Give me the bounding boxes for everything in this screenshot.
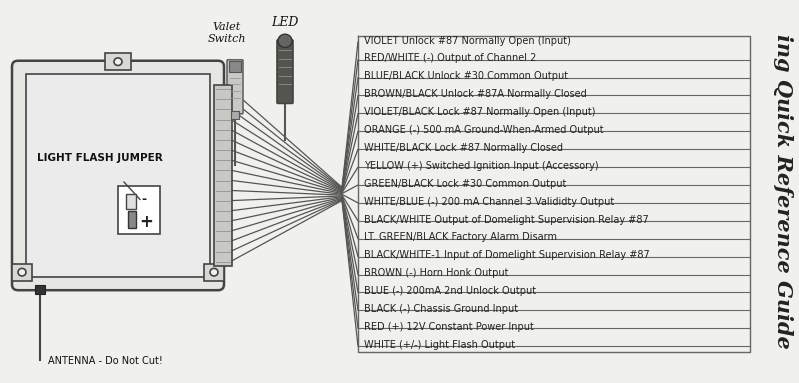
FancyBboxPatch shape (277, 40, 293, 103)
Text: BROWN/BLACK Unlock #87A Normally Closed: BROWN/BLACK Unlock #87A Normally Closed (364, 89, 586, 99)
Text: GREEN/BLACK Lock #30 Common Output: GREEN/BLACK Lock #30 Common Output (364, 179, 566, 189)
Bar (12, 264, 32, 281)
Text: BLACK/WHITE-1 Input of Domelight Supervision Relay #87: BLACK/WHITE-1 Input of Domelight Supervi… (364, 250, 650, 260)
Text: RED/WHITE (-) Output of Channel 2: RED/WHITE (-) Output of Channel 2 (364, 53, 536, 64)
Text: YELLOW (+) Switched Ignition Input (Accessory): YELLOW (+) Switched Ignition Input (Acce… (364, 161, 598, 171)
Text: +: + (139, 213, 153, 231)
Text: Valet
Switch: Valet Switch (208, 22, 246, 44)
FancyBboxPatch shape (227, 60, 243, 114)
Bar (126, 194, 136, 209)
Bar (231, 111, 239, 119)
Bar (118, 187, 160, 234)
Text: BROWN (-) Horn Honk Output: BROWN (-) Horn Honk Output (364, 268, 508, 278)
Bar (35, 285, 45, 294)
Text: LIGHT FLASH JUMPER: LIGHT FLASH JUMPER (37, 153, 163, 163)
FancyBboxPatch shape (12, 61, 224, 290)
Bar (204, 264, 224, 281)
Text: LT. GREEN/BLACK Factory Alarm Disarm: LT. GREEN/BLACK Factory Alarm Disarm (364, 232, 557, 242)
Text: RED (+) 12V Constant Power Input: RED (+) 12V Constant Power Input (364, 322, 534, 332)
Circle shape (278, 34, 292, 47)
Bar (128, 211, 136, 228)
Bar (214, 85, 232, 265)
Text: WHITE/BLACK Lock #87 Normally Closed: WHITE/BLACK Lock #87 Normally Closed (364, 143, 563, 153)
Text: ORANGE (-) 500 mA Ground-When-Armed Output: ORANGE (-) 500 mA Ground-When-Armed Outp… (364, 125, 603, 135)
Text: -: - (141, 193, 146, 206)
Circle shape (210, 268, 218, 276)
Bar (229, 61, 241, 72)
Text: BLACK (-) Chassis Ground Input: BLACK (-) Chassis Ground Input (364, 304, 518, 314)
Circle shape (18, 268, 26, 276)
Text: VIOLET Unlock #87 Normally Open (Input): VIOLET Unlock #87 Normally Open (Input) (364, 36, 570, 46)
Text: LED: LED (272, 16, 299, 29)
Bar (105, 53, 131, 70)
Text: ing Quick Reference Guide: ing Quick Reference Guide (773, 34, 793, 349)
Text: BLUE/BLACK Unlock #30 Common Output: BLUE/BLACK Unlock #30 Common Output (364, 71, 568, 81)
Text: ANTENNA - Do Not Cut!: ANTENNA - Do Not Cut! (48, 356, 163, 366)
Text: BLACK/WHITE Output of Domelight Supervision Relay #87: BLACK/WHITE Output of Domelight Supervis… (364, 214, 649, 224)
Text: VIOLET/BLACK Lock #87 Normally Open (Input): VIOLET/BLACK Lock #87 Normally Open (Inp… (364, 107, 595, 117)
Circle shape (114, 58, 122, 65)
Bar (26, 74, 210, 277)
Text: BLUE (-) 200mA 2nd Unlock Output: BLUE (-) 200mA 2nd Unlock Output (364, 286, 536, 296)
Text: WHITE/BLUE (-) 200 mA Channel 3 Valididty Output: WHITE/BLUE (-) 200 mA Channel 3 Valididt… (364, 196, 614, 207)
Text: WHITE (+/-) Light Flash Output: WHITE (+/-) Light Flash Output (364, 340, 515, 350)
